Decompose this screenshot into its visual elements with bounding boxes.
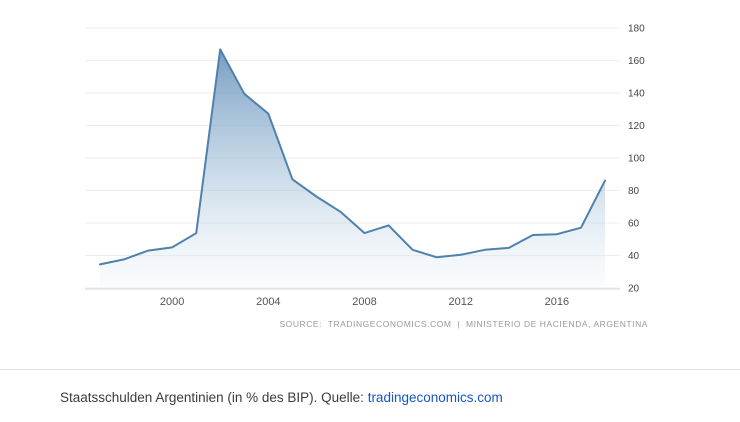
x-tick-label: 2008 xyxy=(352,296,376,308)
y-tick-label: 40 xyxy=(628,251,640,262)
x-tick-label: 2004 xyxy=(256,296,280,308)
divider xyxy=(0,369,740,370)
y-tick-label: 140 xyxy=(628,89,645,100)
x-tick-label: 2000 xyxy=(160,296,184,308)
caption-link[interactable]: tradingeconomics.com xyxy=(367,390,503,405)
y-axis-labels: 20 40 60 80 100 120 140 160 180 xyxy=(628,24,645,295)
source-attribution: SOURCE: TRADINGECONOMICS.COM | MINISTERI… xyxy=(279,319,648,329)
x-tick-label: 2012 xyxy=(448,296,472,308)
caption-text: Staatsschulden Argentinien (in % des BIP… xyxy=(60,390,368,405)
y-tick-label: 100 xyxy=(628,154,645,165)
y-tick-label: 20 xyxy=(628,284,640,295)
y-tick-label: 80 xyxy=(628,186,640,197)
caption: Staatsschulden Argentinien (in % des BIP… xyxy=(60,390,503,405)
debt-chart-svg: 20 40 60 80 100 120 140 160 180 2000 2004 2008 2012… xyxy=(85,24,645,308)
y-tick-label: 160 xyxy=(628,56,645,67)
x-tick-label: 2016 xyxy=(545,296,569,308)
series-line xyxy=(99,48,606,266)
series-area xyxy=(100,49,605,289)
y-tick-label: 120 xyxy=(628,121,645,132)
y-tick-label: 180 xyxy=(628,24,645,35)
chart-area: 20 40 60 80 100 120 140 160 180 2000 2004 2008 2012… xyxy=(85,24,645,308)
y-tick-label: 60 xyxy=(628,219,640,230)
x-axis-labels: 2000 2004 2008 2012 2016 xyxy=(160,296,569,308)
